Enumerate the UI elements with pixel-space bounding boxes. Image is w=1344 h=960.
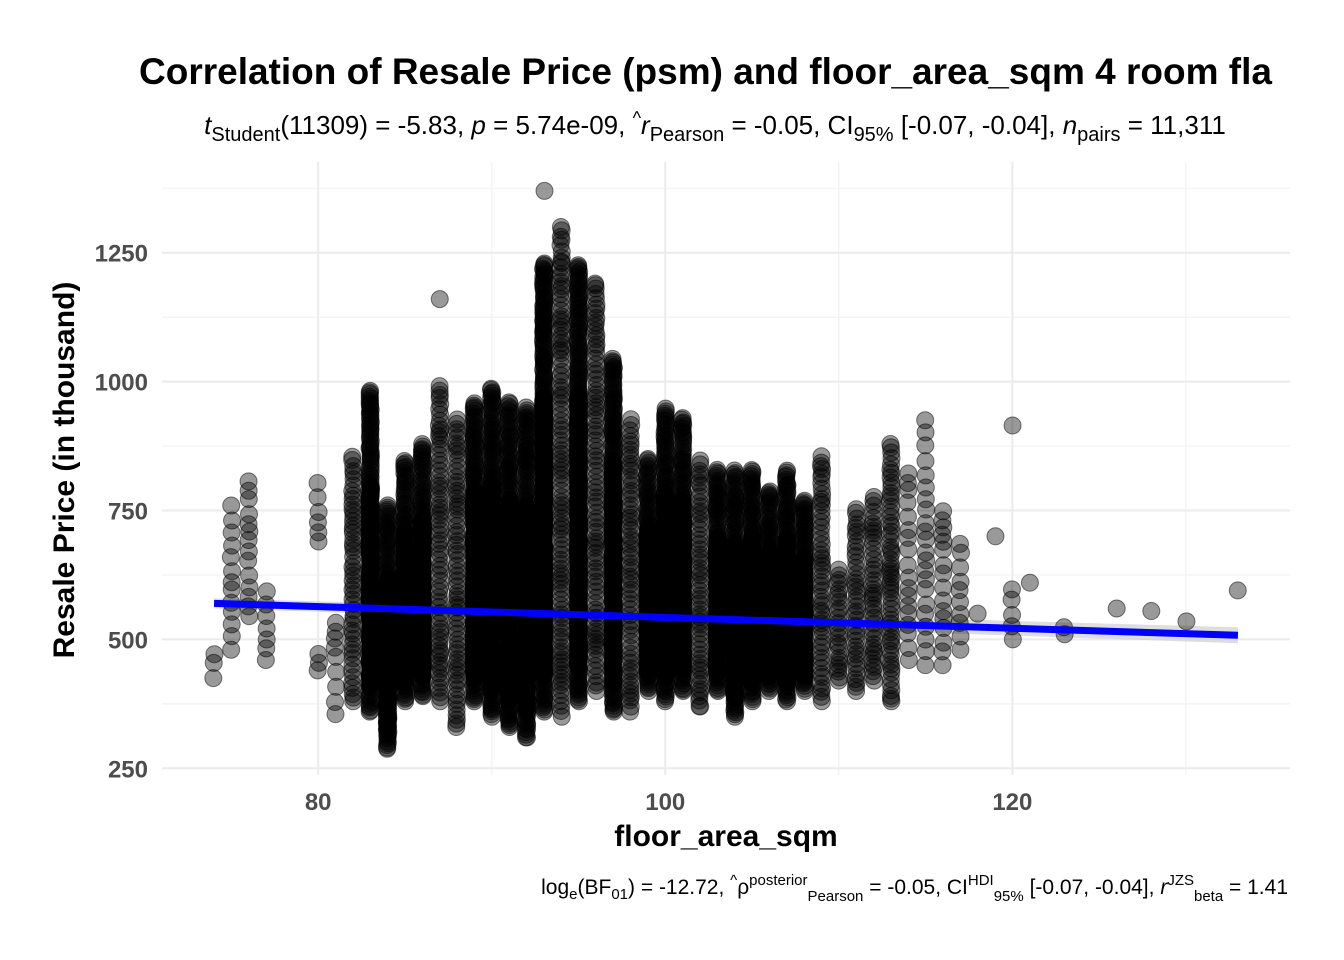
- data-point: [378, 496, 397, 515]
- data-point: [517, 398, 536, 417]
- data-point: [257, 630, 276, 649]
- data-point: [448, 410, 467, 429]
- data-point: [569, 386, 588, 405]
- data-point: [327, 662, 346, 681]
- data-point: [603, 349, 622, 368]
- data-point: [239, 481, 258, 500]
- chart-title: Correlation of Resale Price (psm) and fl…: [139, 51, 1272, 92]
- data-point: [309, 645, 328, 664]
- data-point: [239, 515, 258, 534]
- data-point: [239, 472, 258, 491]
- data-point: [482, 379, 501, 398]
- data-point: [239, 551, 258, 570]
- data-point: [257, 619, 276, 638]
- data-point: [325, 692, 344, 711]
- data-point: [656, 399, 675, 418]
- data-point: [604, 456, 623, 475]
- data-point: [361, 477, 380, 496]
- data-point: [223, 562, 242, 581]
- data-point: [204, 669, 223, 688]
- data-point: [517, 497, 536, 516]
- data-point: [240, 566, 259, 585]
- data-point: [222, 496, 241, 515]
- data-point: [638, 450, 657, 469]
- data-point: [691, 451, 710, 470]
- data-point: [308, 513, 327, 532]
- data-point: [223, 536, 242, 555]
- data-point: [500, 393, 519, 412]
- data-point: [708, 460, 727, 479]
- data-point: [725, 461, 744, 480]
- data-point: [708, 528, 727, 547]
- data-point: [222, 580, 241, 599]
- data-point: [222, 640, 241, 659]
- data-point: [325, 638, 344, 657]
- data-point: [430, 377, 449, 396]
- data-point: [240, 505, 259, 524]
- data-point: [222, 615, 241, 634]
- data-point: [621, 410, 640, 429]
- data-point: [308, 488, 327, 507]
- data-point: [343, 447, 362, 466]
- data-point: [535, 254, 554, 273]
- data-point: [360, 483, 379, 502]
- data-point: [534, 389, 553, 408]
- data-point: [257, 582, 276, 601]
- data-point: [223, 511, 242, 530]
- data-point: [413, 510, 432, 529]
- data-point: [725, 534, 744, 553]
- data-points: [204, 181, 1247, 758]
- data-point: [309, 532, 328, 551]
- data-point: [395, 452, 414, 471]
- data-point: [569, 256, 588, 275]
- data-point: [309, 523, 328, 542]
- data-point: [638, 519, 657, 538]
- data-point: [221, 548, 240, 567]
- data-point: [326, 613, 345, 632]
- data-point: [378, 569, 397, 588]
- data-point: [673, 491, 692, 510]
- data-point: [465, 394, 484, 413]
- data-point: [466, 484, 485, 503]
- r-hat-accent: ^: [633, 108, 642, 128]
- data-point: [309, 503, 328, 522]
- data-point: [413, 435, 432, 454]
- data-point: [205, 645, 224, 664]
- data-point: [500, 491, 519, 510]
- data-point: [308, 661, 327, 680]
- data-point: [308, 474, 327, 493]
- chart-subtitle: tStudent(11309) = -5.83, p = 5.74e-09, ^…: [204, 108, 1226, 146]
- data-point: [361, 381, 380, 400]
- data-point: [673, 409, 692, 428]
- data-point: [343, 674, 362, 693]
- data-point: [396, 522, 415, 541]
- data-point: [656, 487, 675, 506]
- data-point: [325, 629, 344, 648]
- data-point: [482, 477, 501, 496]
